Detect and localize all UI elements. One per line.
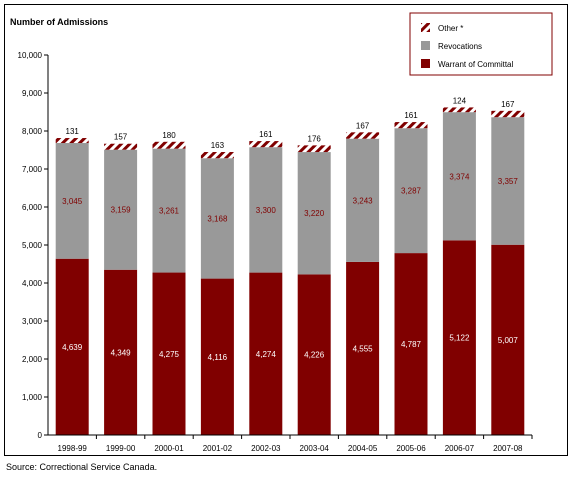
data-label-revocations: 3,243 [353,196,374,205]
bar-other [491,110,525,118]
x-tick-label: 2001-02 [203,444,233,453]
data-label-other: 161 [259,130,273,139]
data-label-revocations: 3,300 [256,206,277,215]
data-label-revocations: 3,261 [159,207,180,216]
bar-warrant-of-committal [104,269,138,435]
bar-revocations [152,148,186,273]
data-label-warrant: 5,007 [498,336,519,345]
bar-other [297,145,331,153]
y-tick-label: 8,000 [22,127,43,136]
legend-swatch-revocations [421,41,430,50]
bar-other [346,132,380,139]
bar-other [104,143,138,150]
bar-warrant-of-committal [55,258,89,435]
x-tick-label: 1998-99 [58,444,88,453]
y-tick-label: 2,000 [22,355,43,364]
data-label-revocations: 3,168 [207,214,228,223]
bar-warrant-of-committal [394,253,428,435]
data-label-other: 167 [356,121,370,130]
bar-warrant-of-committal [152,272,186,435]
bar-other [394,122,428,129]
y-tick-label: 3,000 [22,317,43,326]
bar-revocations [249,147,283,273]
y-tick-label: 9,000 [22,89,43,98]
data-label-warrant: 4,639 [62,343,83,352]
data-label-warrant: 5,122 [449,334,470,343]
legend-label-other: Other * [438,24,463,33]
bar-revocations [394,128,428,254]
x-tick-label: 2005-06 [396,444,426,453]
x-tick-label: 2006-07 [445,444,475,453]
chart-frame [4,4,568,456]
legend-label-warrant-of-committal: Warrant of Committal [438,60,513,69]
data-label-warrant: 4,275 [159,350,180,359]
data-label-other: 176 [308,134,322,143]
data-label-other: 157 [114,133,128,142]
source-note: Source: Correctional Service Canada. [6,462,158,472]
data-label-revocations: 3,287 [401,187,422,196]
data-label-other: 161 [404,111,418,120]
bar-warrant-of-committal [346,261,380,435]
bar-warrant-of-committal [297,274,331,435]
data-label-other: 167 [501,100,515,109]
y-tick-label: 4,000 [22,279,43,288]
bar-revocations [491,117,525,245]
legend-label-revocations: Revocations [438,42,482,51]
bar-revocations [55,143,89,259]
y-tick-label: 1,000 [22,393,43,402]
data-label-other: 180 [162,131,176,140]
data-label-revocations: 3,045 [62,197,83,206]
x-tick-label: 2007-08 [493,444,523,453]
data-label-other: 163 [211,141,225,150]
bar-revocations [104,149,138,270]
bar-other [200,152,234,159]
bar-warrant-of-committal [491,244,525,435]
bar-warrant-of-committal [249,272,283,435]
data-label-revocations: 3,357 [498,177,519,186]
data-label-revocations: 3,374 [449,172,470,181]
legend-swatch-other [421,23,430,32]
y-axis-title: Number of Admissions [10,17,108,27]
bar-warrant-of-committal [200,278,234,435]
stacked-bar-chart: Number of Admissions 4,639 3,045 131 4,349 3… [10,12,553,453]
bar-other [442,107,476,113]
x-tick-label: 2000-01 [154,444,184,453]
y-tick-label: 10,000 [18,51,43,60]
x-tick-label: 2002-03 [251,444,281,453]
legend-box [409,12,553,76]
data-label-other: 131 [66,127,80,136]
data-label-revocations: 3,220 [304,209,325,218]
bar-revocations [200,158,234,279]
bar-revocations [297,152,331,275]
legend-swatch-warrant-of-committal [421,59,430,68]
y-tick-label: 6,000 [22,203,43,212]
y-tick-label: 0 [38,431,43,440]
bar-other [249,141,283,148]
bar-other [152,141,186,149]
y-tick-label: 5,000 [22,241,43,250]
x-tick-label: 1999-00 [106,444,136,453]
x-tick-label: 2004-05 [348,444,378,453]
bar-revocations [442,112,476,241]
data-label-warrant: 4,787 [401,340,422,349]
data-label-warrant: 4,116 [208,353,228,362]
data-label-revocations: 3,159 [111,206,132,215]
x-tick-label: 2003-04 [300,444,330,453]
data-label-other: 124 [453,96,467,105]
bar-revocations [346,138,380,262]
data-label-warrant: 4,226 [304,351,325,360]
bar-other [55,138,89,144]
legend: Other * Revocations Warrant of Committal [409,12,553,76]
data-label-warrant: 4,555 [353,344,374,353]
data-label-warrant: 4,274 [256,350,277,359]
data-label-warrant: 4,349 [111,348,132,357]
y-tick-label: 7,000 [22,165,43,174]
bar-warrant-of-committal [442,240,476,435]
